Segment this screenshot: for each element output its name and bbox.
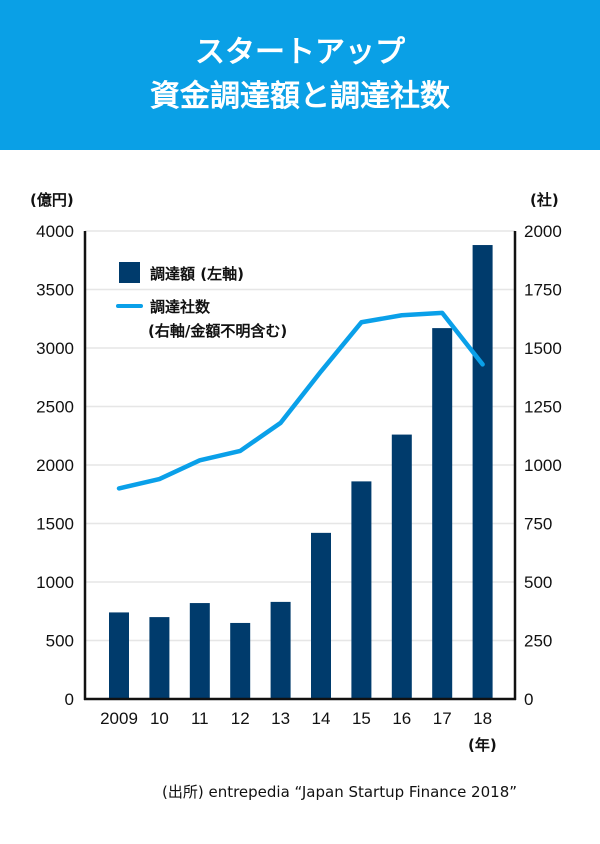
- line-series: [116, 310, 485, 491]
- left-axis-label: (億円): [30, 191, 74, 209]
- x-tick-label: 13: [271, 709, 290, 728]
- x-tick-label: 2009: [100, 709, 138, 728]
- right-tick-label: 2000: [524, 222, 562, 241]
- x-tick-label: 17: [433, 709, 452, 728]
- left-tick-label: 2500: [36, 398, 74, 417]
- legend-swatch-bar: [119, 262, 140, 283]
- legend: 調達額 (左軸) 調達社数 (右軸/金額不明含む): [116, 262, 287, 340]
- title-line-2: 資金調達額と調達社数: [150, 79, 450, 114]
- x-tick-label: 15: [352, 709, 371, 728]
- left-tick-label: 2000: [36, 456, 74, 475]
- bar-11: [189, 603, 210, 699]
- left-axis-ticks: 0 500 1000 1500 2000 2500 3000 3500 4000: [36, 222, 74, 709]
- left-tick-label: 3000: [36, 339, 74, 358]
- right-tick-label: 250: [524, 632, 552, 651]
- source-note: (出所) entrepedia “Japan Startup Finance 2…: [162, 783, 517, 801]
- legend-label-line-1: 調達社数: [150, 298, 211, 316]
- right-axis-ticks: 0 250 500 750 1000 1250 1500 1750 2000: [524, 222, 562, 709]
- right-tick-label: 750: [524, 515, 552, 534]
- header-banner: スタートアップ 資金調達額と調達社数: [0, 0, 600, 150]
- left-tick-label: 0: [65, 690, 74, 709]
- bar-17: [432, 328, 453, 699]
- company-count-line: [116, 310, 485, 491]
- x-tick-label: 16: [392, 709, 411, 728]
- left-tick-label: 3500: [36, 281, 74, 300]
- right-tick-label: 1000: [524, 456, 562, 475]
- legend-label-line-2: (右軸/金額不明含む): [148, 322, 287, 340]
- left-tick-label: 1500: [36, 515, 74, 534]
- bar-15: [351, 481, 372, 699]
- bar-10: [149, 617, 170, 699]
- bar-2009: [109, 612, 129, 699]
- title-line-1: スタートアップ: [195, 35, 405, 70]
- legend-label-bar: 調達額 (左軸): [150, 265, 244, 283]
- right-tick-label: 1250: [524, 398, 562, 417]
- bar-16: [391, 434, 412, 699]
- left-tick-label: 1000: [36, 573, 74, 592]
- bar-12: [230, 622, 251, 699]
- x-tick-label: 11: [191, 709, 209, 728]
- x-tick-label: 12: [231, 709, 250, 728]
- right-tick-label: 1500: [524, 339, 562, 358]
- x-axis-ticks: 2009 10 11 12 13 14 15 16 17 18: [100, 709, 492, 728]
- right-axis-label: (社): [530, 191, 559, 209]
- x-tick-label: 10: [150, 709, 169, 728]
- right-tick-label: 0: [524, 690, 533, 709]
- right-tick-label: 500: [524, 573, 552, 592]
- x-tick-label: 14: [312, 709, 331, 728]
- right-tick-label: 1750: [524, 281, 562, 300]
- bar-13: [270, 601, 291, 699]
- left-tick-label: 4000: [36, 222, 74, 241]
- axes: [83, 231, 517, 701]
- x-axis-label: (年): [468, 736, 497, 754]
- bar-18: [472, 245, 493, 700]
- x-tick-label: 18: [473, 709, 492, 728]
- left-tick-label: 500: [46, 632, 74, 651]
- bar-14: [311, 532, 331, 699]
